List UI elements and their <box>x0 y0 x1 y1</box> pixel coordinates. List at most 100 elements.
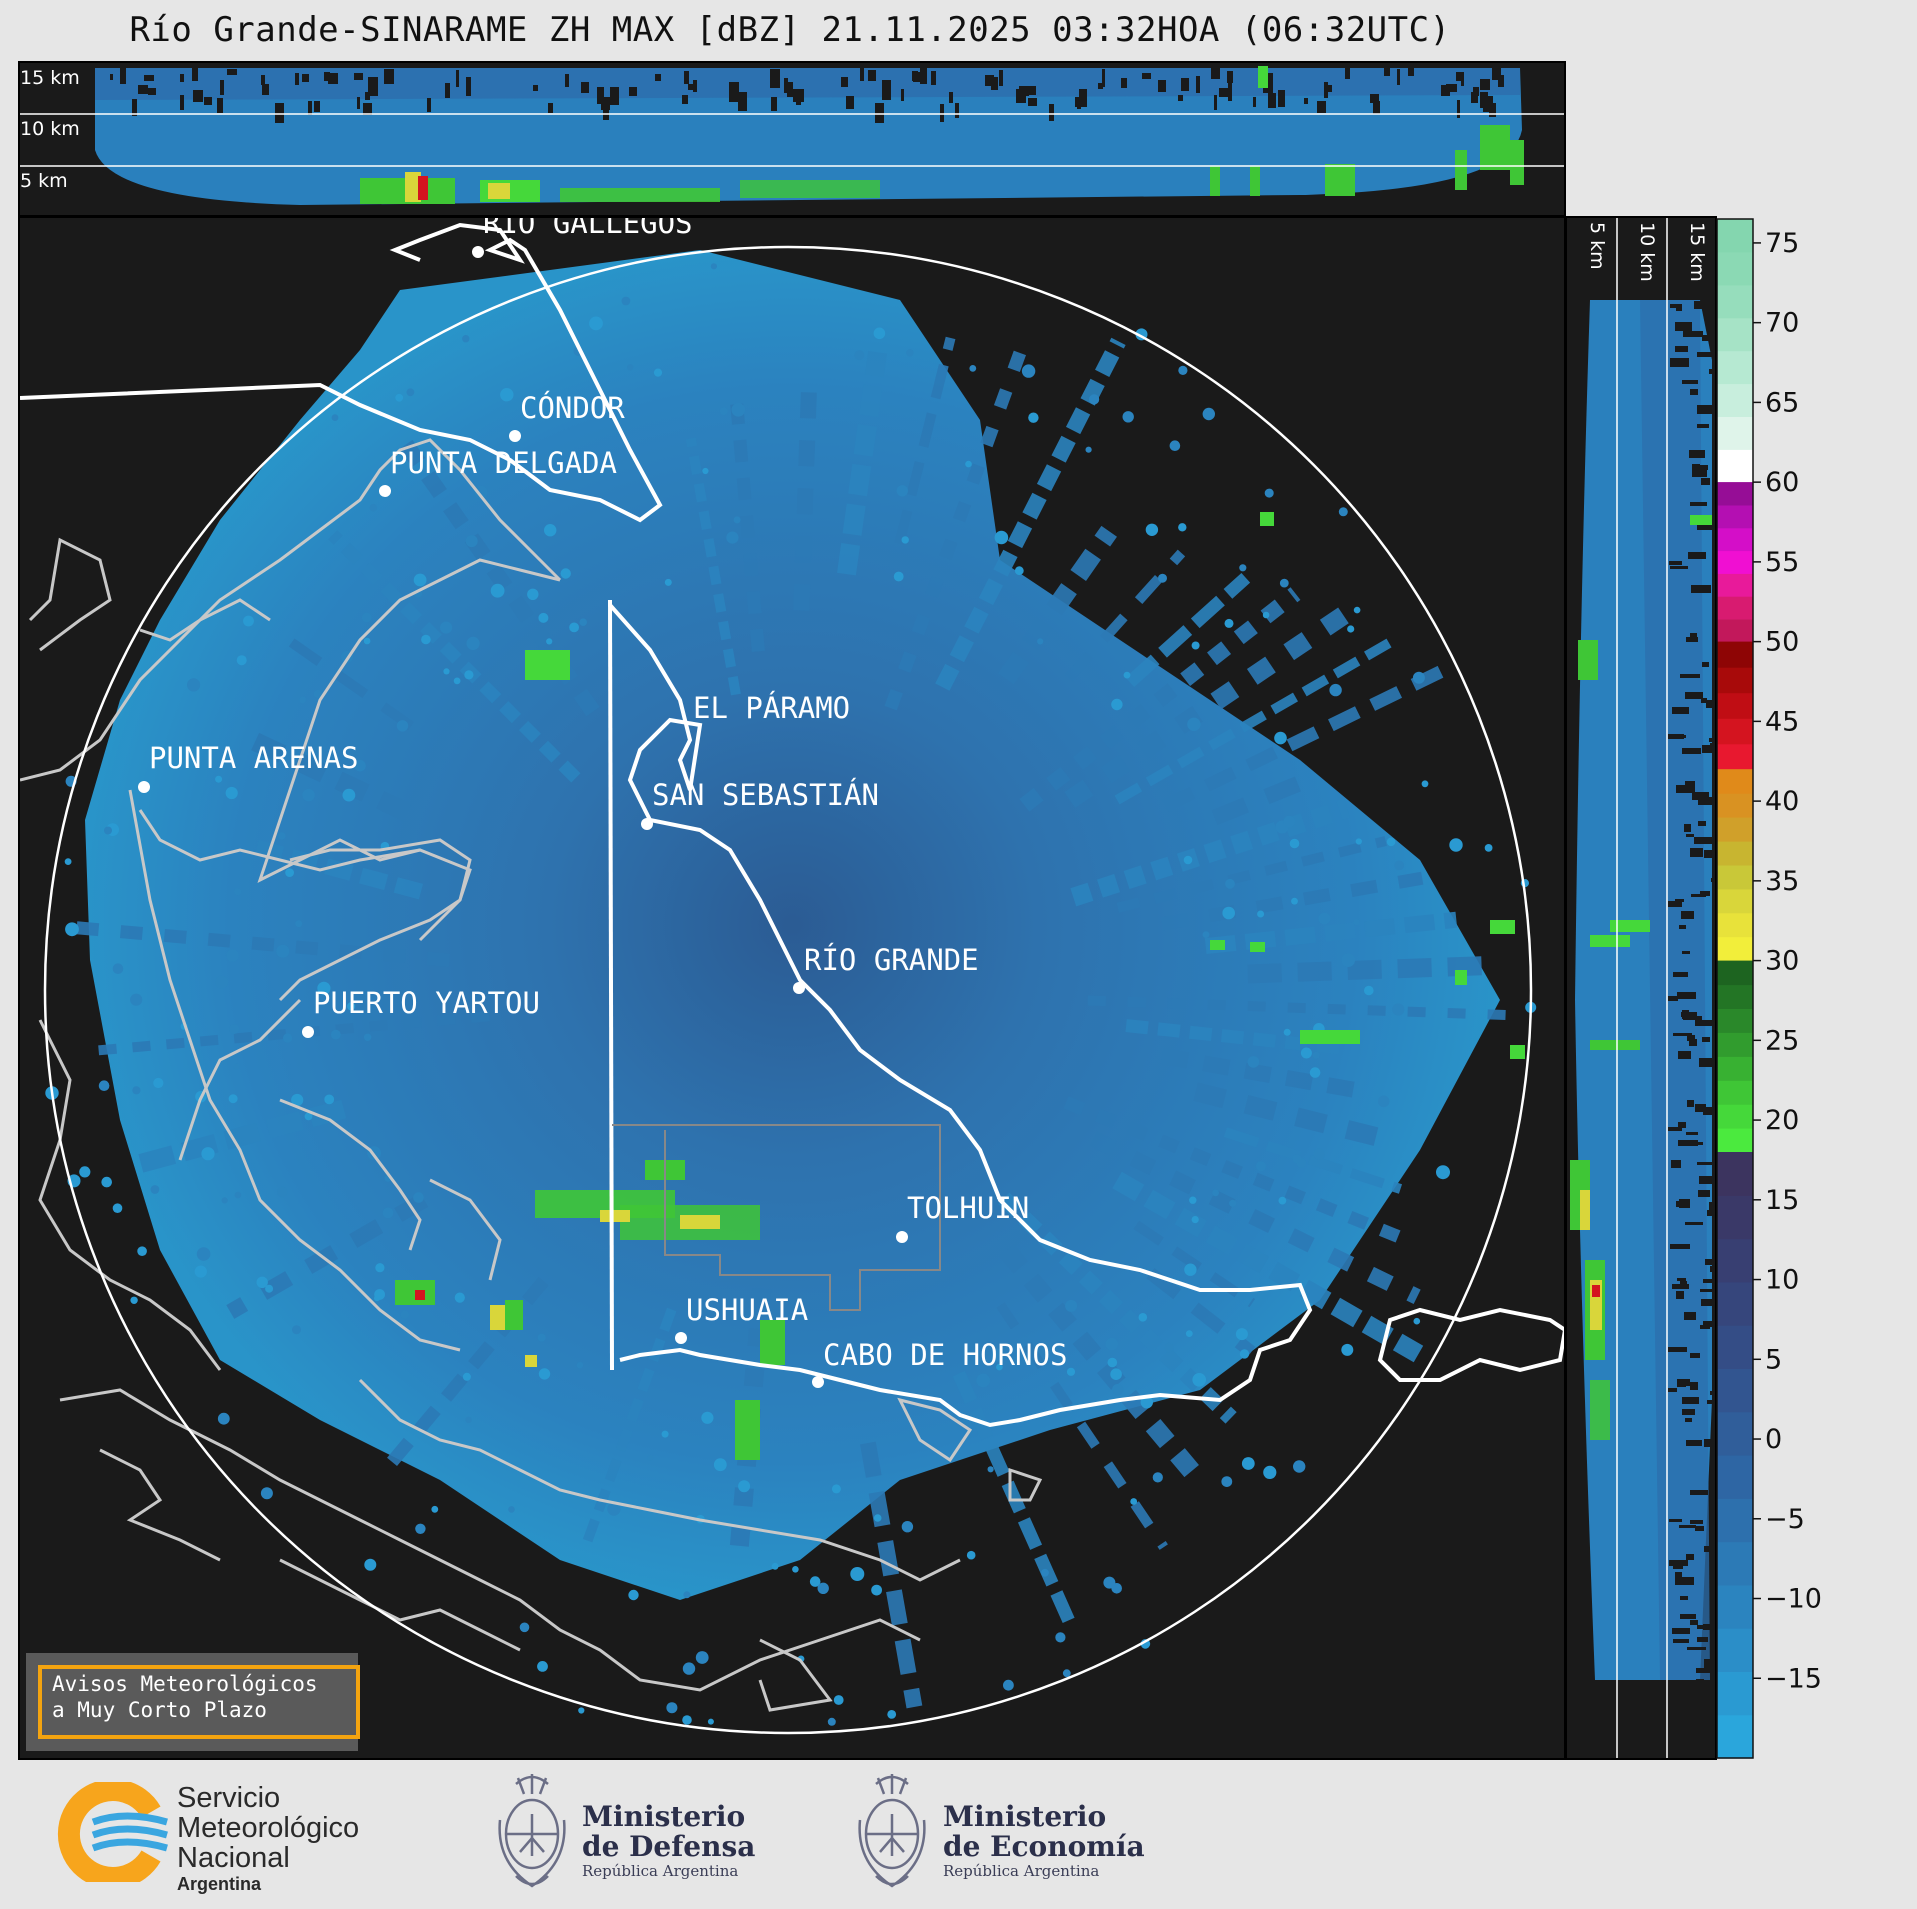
city-label-rio-grande: RÍO GRANDE <box>804 943 979 977</box>
city-marker-puerto-yartou <box>302 1026 314 1038</box>
colorbar-tick-label: 35 <box>1765 866 1799 897</box>
city-layer: RÍO GALLEGOS CÓNDOR PUNTA DELGADA EL PÁRAMO… <box>138 206 1067 1388</box>
colorbar-segment <box>1717 504 1753 529</box>
colorbar-segment <box>1717 317 1753 352</box>
city-label-punta-delgada: PUNTA DELGADA <box>390 446 617 480</box>
notice-line-1: Avisos Meteorológicos <box>52 1672 318 1696</box>
colorbar-tick-label: 70 <box>1765 308 1799 339</box>
colorbar-segment <box>1717 817 1753 842</box>
map-title: Río Grande-SINARAME ZH MAX [dBZ] 21.11.2… <box>129 10 1451 50</box>
defensa-line-2: de Defensa <box>582 1830 756 1863</box>
defensa-sub: República Argentina <box>582 1862 739 1880</box>
colorbar-tick-label: 5 <box>1765 1344 1782 1375</box>
colorbar-segment <box>1717 1104 1753 1129</box>
top-label-5km: 5 km <box>20 170 68 192</box>
notice-line-2: a Muy Corto Plazo <box>52 1698 267 1722</box>
top-label-10km: 10 km <box>20 118 80 140</box>
colorbar-segment <box>1717 1628 1753 1672</box>
colorbar-tick-label: 25 <box>1765 1025 1799 1056</box>
colorbar-segment <box>1717 1195 1753 1240</box>
colorbar-tick-label: 75 <box>1765 228 1799 259</box>
colorbar-segment <box>1717 1080 1753 1105</box>
map-panel: RÍO GALLEGOS CÓNDOR PUNTA DELGADA EL PÁRAMO… <box>18 206 1566 1760</box>
top-height-panel: 15 km 10 km 5 km <box>18 61 1566 217</box>
colorbar-segment <box>1717 1281 1753 1326</box>
province-outline <box>612 1124 941 1311</box>
city-label-puerto-yartou: PUERTO YARTOU <box>313 986 540 1020</box>
echo-speckles <box>45 263 1537 1726</box>
defensa-line-1: Ministerio <box>582 1800 746 1833</box>
colorbar-segment <box>1717 1238 1753 1283</box>
colorbar-segment <box>1717 769 1753 794</box>
city-marker-rio-grande <box>793 982 805 994</box>
colorbar-segment <box>1717 692 1753 719</box>
top-label-15km: 15 km <box>20 67 80 89</box>
city-label-punta-arenas: PUNTA ARENAS <box>149 741 359 775</box>
right-height-panel: 5 km 10 km 15 km <box>1565 216 1717 1760</box>
colorbar-segment <box>1717 984 1753 1009</box>
colorbar-segment <box>1717 864 1753 890</box>
colorbar-segment <box>1717 284 1753 319</box>
smn-line-1: Servicio <box>177 1782 281 1814</box>
defensa-logo-text: Ministerio de Defensa República Argentin… <box>582 1800 756 1881</box>
economia-logo-text: Ministerio de Economía República Argenti… <box>943 1800 1145 1881</box>
colorbar-segment <box>1717 1541 1753 1586</box>
colorbar-segment <box>1717 573 1753 597</box>
right-label-10km: 10 km <box>1636 222 1658 282</box>
colorbar-segment <box>1717 416 1753 450</box>
coastlines <box>20 438 1043 1712</box>
colorbar-segment <box>1717 1032 1753 1057</box>
colorbar-segment <box>1717 219 1753 253</box>
colorbar-segment <box>1717 1498 1753 1543</box>
city-label-condor: CÓNDOR <box>520 391 625 425</box>
colorbar-segment <box>1717 667 1753 694</box>
city-marker-rio-gallegos <box>472 246 484 258</box>
economia-sub: República Argentina <box>943 1862 1100 1880</box>
colorbar-segment <box>1717 1671 1753 1716</box>
colorbar-tick-label: −10 <box>1765 1584 1822 1615</box>
colorbar-segment <box>1717 1008 1753 1033</box>
colorbar-segment <box>1717 1368 1753 1413</box>
colorbar-segment <box>1717 596 1753 620</box>
colorbar-segment <box>1717 793 1753 818</box>
colorbar-segment <box>1717 383 1753 417</box>
colorbar-segment <box>1717 888 1753 914</box>
right-label-15km: 15 km <box>1686 222 1708 282</box>
colorbar-tick-label: 10 <box>1765 1265 1799 1296</box>
city-label-tolhuin: TOLHUIN <box>907 1191 1029 1225</box>
colorbar-segment <box>1717 550 1753 574</box>
colorbar-tick-label: −5 <box>1765 1504 1805 1535</box>
city-marker-ushuaia <box>675 1332 687 1344</box>
city-label-rio-gallegos: RÍO GALLEGOS <box>483 206 693 240</box>
smn-logo-icon <box>57 1782 168 1882</box>
colorbar-tick-label: 50 <box>1765 627 1799 658</box>
colorbar-segment <box>1717 618 1753 643</box>
colorbar-segment <box>1717 482 1753 506</box>
colorbar-tick-label: 20 <box>1765 1105 1799 1136</box>
coat-of-arms-icon <box>858 1774 926 1888</box>
colorbar-tick-label: 45 <box>1765 706 1799 737</box>
colorbar-tick-label: 40 <box>1765 786 1799 817</box>
city-label-san-sebastian: SAN SEBASTIÁN <box>652 778 879 812</box>
range-ring <box>43 245 1533 1735</box>
coat-of-arms-icon <box>498 1774 566 1888</box>
colorbar-segment <box>1717 1056 1753 1081</box>
city-marker-tolhuin <box>896 1231 908 1243</box>
colorbar-segment <box>1717 718 1753 745</box>
smn-country: Argentina <box>177 1874 262 1894</box>
colorbar-segment <box>1717 449 1753 483</box>
economia-line-2: de Economía <box>943 1830 1145 1863</box>
economia-line-1: Ministerio <box>943 1800 1107 1833</box>
smn-line-3: Nacional <box>177 1842 290 1874</box>
colorbar-segment <box>1717 1411 1753 1456</box>
colorbar-tick-label: 55 <box>1765 547 1799 578</box>
colorbar-segment <box>1717 1128 1753 1153</box>
convective-cells <box>395 512 1525 1460</box>
notice-frame: Avisos Meteorológicos a Muy Corto Plazo <box>38 1665 360 1739</box>
colorbar-segment <box>1717 936 1753 962</box>
colorbar-segment <box>1717 350 1753 385</box>
smn-logo-text: Servicio Meteorológico Nacional Argentin… <box>177 1783 359 1895</box>
colorbar-tick-label: 30 <box>1765 946 1799 977</box>
notice-box: Avisos Meteorológicos a Muy Corto Plazo <box>26 1653 360 1751</box>
